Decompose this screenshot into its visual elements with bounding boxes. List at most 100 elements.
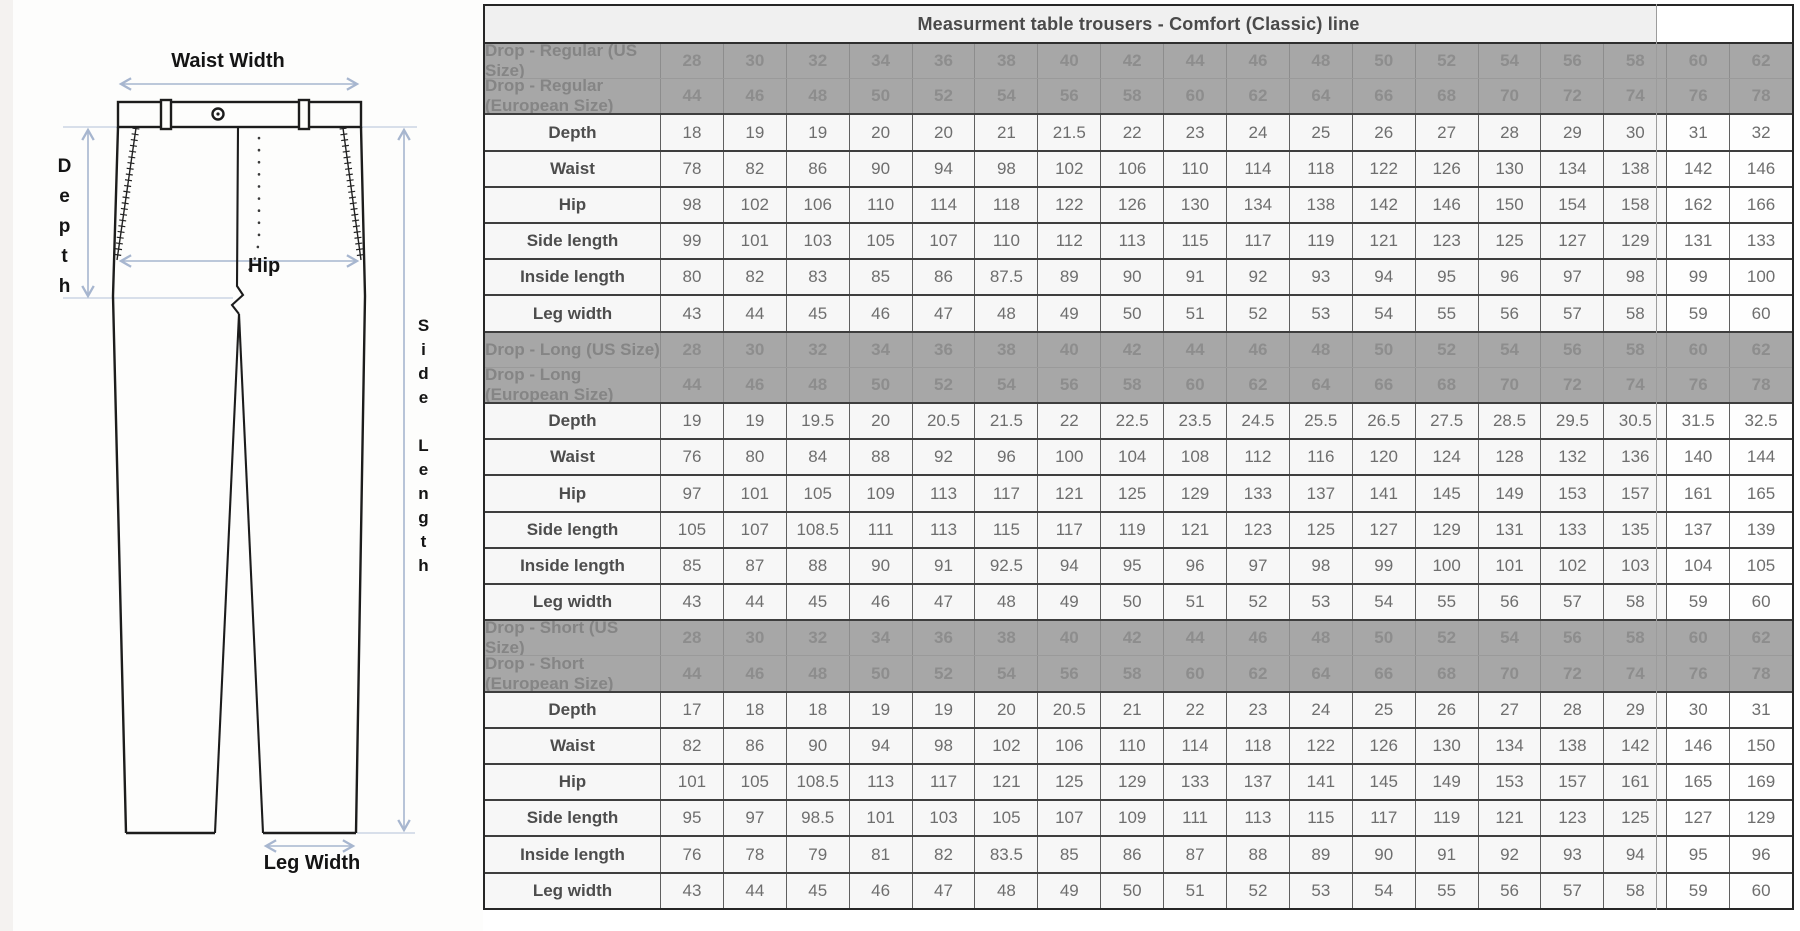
- table-cell: 82: [660, 728, 723, 764]
- size-header-cell: 60: [1666, 621, 1729, 656]
- table-cell: 96: [1729, 837, 1793, 872]
- table-cell: 78: [660, 151, 723, 186]
- table-cell: 134: [1226, 187, 1289, 223]
- size-header-cell: 56: [1037, 79, 1100, 114]
- table-cell: 48: [974, 585, 1037, 620]
- table-cell: 23: [1226, 692, 1289, 727]
- table-cell: 32.5: [1729, 404, 1793, 439]
- table-cell: 58: [1603, 585, 1666, 620]
- table-cell: 133: [1540, 512, 1603, 547]
- size-header-cell: 28: [660, 44, 723, 79]
- leg-width-label: Leg Width: [263, 852, 361, 874]
- table-cell: 115: [1288, 801, 1352, 836]
- table-cell: 50: [1100, 873, 1163, 908]
- table-cell: 133: [1163, 765, 1226, 800]
- table-cell: 26: [1414, 692, 1478, 727]
- table-cell: 57: [1540, 296, 1603, 331]
- row-label: Waist: [550, 735, 595, 755]
- table-cell: 95: [660, 801, 723, 836]
- table-cell: 157: [1603, 476, 1666, 511]
- table-cell: 118: [1226, 728, 1289, 764]
- table-cell: 80: [722, 440, 786, 475]
- table-cell: 142: [1351, 187, 1415, 223]
- side-length-label: Side Length: [414, 316, 433, 580]
- table-cell: 113: [911, 512, 975, 547]
- table-cell: 124: [1414, 440, 1478, 475]
- size-header-cell: 72: [1540, 79, 1603, 114]
- table-cell: 88: [785, 548, 849, 584]
- table-cell: 52: [1226, 585, 1289, 620]
- table-cell: 49: [1037, 585, 1100, 620]
- table-row: Drop - Regular (US Size) 28 30 32 34 36 38 40 42…: [485, 41, 1792, 80]
- table-cell: 56: [1477, 296, 1541, 331]
- table-cell: 110: [1100, 728, 1163, 764]
- table-cell: 50: [1100, 585, 1163, 620]
- table-cell: 138: [1288, 187, 1352, 223]
- table-cell: 19.5: [785, 404, 849, 439]
- size-header-cell: 60: [1163, 367, 1226, 403]
- size-header-cell: 56: [1540, 621, 1603, 656]
- table-cell: 24: [1226, 115, 1289, 150]
- table-cell: 20: [848, 404, 912, 439]
- table-cell: 117: [1226, 224, 1289, 259]
- table-cell: 81: [848, 837, 912, 872]
- size-header-cell: 50: [1351, 621, 1415, 656]
- fly-line: [230, 126, 245, 315]
- size-header-cell: 76: [1666, 79, 1729, 114]
- table-cell: 131: [1477, 512, 1541, 547]
- table-cell: 108.5: [785, 512, 849, 547]
- row-label: Drop - Regular (European Size): [485, 76, 614, 116]
- table-cell: 97: [660, 476, 723, 511]
- table-cell: 127: [1540, 224, 1603, 259]
- size-header-cell: 30: [722, 332, 786, 367]
- right-inseam: [237, 313, 265, 834]
- table-cell: 157: [1540, 765, 1603, 800]
- table-cell: 158: [1603, 187, 1666, 223]
- size-header-cell: 62: [1729, 332, 1792, 367]
- table-row: Drop - Long (US Size) 28 30 32 34 36 38 40 42 44 4…: [485, 330, 1792, 367]
- table-cell: 96: [974, 440, 1037, 475]
- size-header-cell: 46: [722, 367, 786, 403]
- table-cell: 45: [785, 585, 849, 620]
- size-header-cell: 32: [785, 332, 849, 367]
- table-cell: 154: [1540, 187, 1603, 223]
- size-header-cell: 78: [1729, 367, 1792, 403]
- table-cell: 139: [1729, 512, 1793, 547]
- size-header-cell: 32: [785, 621, 849, 656]
- table-cell: 53: [1288, 296, 1352, 331]
- size-header-cell: 54: [1477, 621, 1541, 656]
- table-cell: 83.5: [974, 837, 1037, 872]
- size-header-cell: 48: [1288, 332, 1352, 367]
- table-cell: 21: [1100, 692, 1163, 727]
- row-label: Drop - Long (European Size): [485, 364, 614, 404]
- table-row: Side length 95 97 98.5 101 103 105 107 109 111 113…: [485, 799, 1793, 836]
- table-cell: 24: [1288, 692, 1352, 727]
- table-cell: 90: [1100, 260, 1163, 295]
- table-cell: 129: [1414, 512, 1478, 547]
- size-header-cell: 44: [660, 367, 723, 403]
- size-header-cell: 28: [660, 621, 723, 656]
- size-header-cell: 66: [1351, 367, 1415, 403]
- table-cell: 23.5: [1163, 404, 1226, 439]
- table-row: Waist 82 86 90 94 98 102 106 110 114 118 122 126 130 1…: [485, 726, 1793, 764]
- table-row: Inside length 85 87 88 90 91 92.5 94 95 96 97 98 99 1…: [485, 546, 1793, 584]
- size-header-cell: 44: [1163, 44, 1226, 79]
- table-cell: 86: [722, 728, 786, 764]
- row-label: Depth: [548, 122, 597, 142]
- size-header-cell: 62: [1729, 44, 1792, 79]
- table-cell: 162: [1666, 187, 1730, 223]
- table-cell: 105: [785, 476, 849, 511]
- size-header-cell: 44: [1163, 332, 1226, 367]
- table-cell: 106: [785, 187, 849, 223]
- table-cell: 137: [1666, 512, 1730, 547]
- table-cell: 54: [1351, 296, 1415, 331]
- table-cell: 150: [1729, 728, 1793, 764]
- table-cell: 110: [974, 224, 1037, 259]
- size-header-cell: 72: [1540, 367, 1603, 403]
- size-header-cell: 66: [1351, 79, 1415, 114]
- table-cell: 138: [1603, 151, 1666, 186]
- trousers-drawing: [63, 77, 417, 853]
- table-cell: 48: [974, 873, 1037, 908]
- row-label: Drop - Long (US Size): [485, 339, 660, 359]
- table-cell: 53: [1288, 585, 1352, 620]
